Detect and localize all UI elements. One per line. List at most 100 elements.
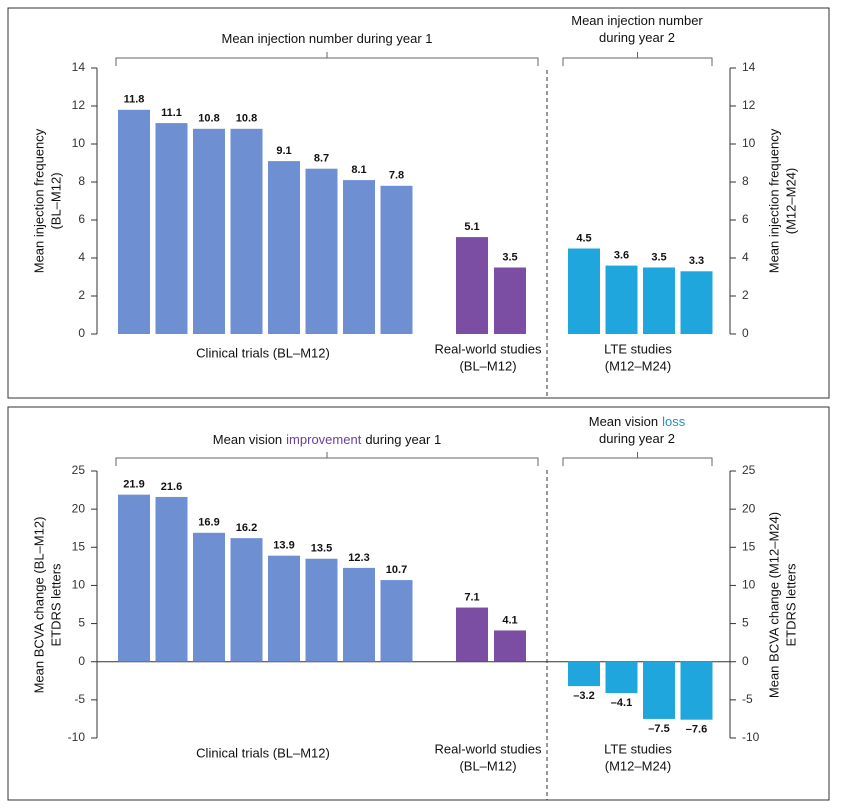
value-label: 3.5 — [651, 251, 666, 263]
value-label: 3.6 — [614, 250, 629, 262]
value-label: 8.7 — [314, 153, 329, 165]
y-axis-title: ETDRS letters — [48, 563, 63, 647]
y2-tick-label: 10 — [742, 578, 756, 592]
value-label: 7.1 — [464, 591, 479, 603]
bar — [494, 630, 526, 662]
value-label: 7.8 — [389, 170, 404, 182]
bar — [568, 661, 600, 687]
y2-tick-label: 20 — [742, 501, 756, 515]
y2-tick-label: 25 — [742, 463, 756, 477]
header-part: Mean vision — [213, 432, 282, 447]
y2-axis-title: (M12–M24) — [783, 168, 798, 234]
bar — [605, 661, 638, 693]
y2-tick-label: 0 — [742, 654, 749, 668]
value-label: 21.9 — [123, 479, 144, 491]
y2-tick-label: 12 — [742, 98, 756, 112]
bar — [118, 109, 150, 334]
value-label: 9.1 — [276, 145, 291, 157]
bar — [456, 607, 488, 662]
value-label: 3.5 — [502, 251, 517, 263]
header: Mean injection number during year 1 — [221, 31, 432, 46]
y2-axis-title: Mean BCVA change (M12–M24) — [766, 512, 781, 698]
y-tick-label: -10 — [68, 730, 86, 744]
y-axis-title: Mean injection frequency — [31, 128, 46, 273]
y2-tick-label: 6 — [742, 212, 749, 226]
bar — [118, 494, 150, 662]
bar — [680, 661, 713, 720]
y-tick-label: 14 — [72, 60, 86, 74]
group-label: (BL–M12) — [459, 758, 516, 773]
bar — [380, 185, 413, 334]
bracket — [562, 452, 713, 466]
bar — [305, 168, 338, 334]
value-label: 3.3 — [689, 255, 704, 267]
bar — [155, 123, 188, 334]
bar — [680, 271, 713, 334]
y2-tick-label: 10 — [742, 136, 756, 150]
y-tick-label: 6 — [78, 212, 85, 226]
bar — [643, 267, 675, 334]
y-axis-title: (BL–M12) — [48, 172, 63, 229]
value-label: 16.2 — [236, 522, 257, 534]
y-tick-label: 25 — [72, 463, 86, 477]
y2-tick-label: 15 — [742, 539, 756, 553]
value-label: 13.9 — [273, 540, 294, 552]
group-label: LTE studies — [604, 741, 672, 756]
bracket — [115, 52, 539, 66]
y2-tick-label: 8 — [742, 174, 749, 188]
value-label: 13.5 — [311, 543, 332, 555]
value-label: 11.8 — [124, 94, 145, 106]
value-label: 10.8 — [236, 113, 257, 125]
bar — [494, 267, 526, 334]
y-axis-title: Mean BCVA change (BL–M12) — [31, 517, 46, 694]
group-label: Real-world studies — [435, 741, 542, 756]
y-tick-label: 0 — [78, 326, 85, 340]
panel-frame — [7, 406, 830, 801]
bar — [643, 661, 675, 719]
bar — [568, 248, 600, 334]
y-tick-label: 4 — [78, 250, 85, 264]
header-part: Mean injection number — [571, 13, 703, 28]
bar — [343, 567, 375, 662]
bar — [155, 496, 188, 662]
value-label: 21.6 — [161, 481, 182, 493]
bar — [268, 555, 300, 662]
group-label: (M12–M24) — [605, 758, 671, 773]
header-part: during year 1 — [365, 432, 441, 447]
y2-tick-label: 2 — [742, 288, 749, 302]
bar — [305, 558, 338, 662]
bar — [456, 237, 488, 334]
value-label: 11.1 — [161, 107, 182, 119]
value-label: 10.7 — [386, 564, 407, 576]
y2-axis-title: ETDRS letters — [783, 563, 798, 647]
value-label: –4.1 — [611, 697, 632, 709]
value-label: 4.1 — [502, 614, 517, 626]
value-label: 10.8 — [198, 113, 219, 125]
bracket — [562, 52, 713, 66]
bar — [380, 580, 413, 662]
bar — [193, 532, 225, 662]
value-label: –3.2 — [573, 690, 594, 702]
header: during year 2 — [599, 431, 675, 446]
bar — [605, 265, 638, 334]
y2-tick-label: -5 — [742, 692, 753, 706]
y2-tick-label: 14 — [742, 60, 756, 74]
header: Mean injection number — [571, 13, 703, 28]
group-label: (M12–M24) — [605, 358, 671, 373]
panel-frame — [7, 7, 830, 399]
bar — [193, 128, 225, 334]
value-label: 4.5 — [576, 232, 591, 244]
group-label: Clinical trials (BL–M12) — [196, 345, 330, 360]
y-tick-label: 8 — [78, 174, 85, 188]
y-tick-label: 10 — [72, 136, 86, 150]
value-label: 5.1 — [464, 221, 479, 233]
group-label: Clinical trials (BL–M12) — [196, 745, 330, 760]
header-part: during year 2 — [599, 30, 675, 45]
y-tick-label: 0 — [78, 654, 85, 668]
value-label: –7.5 — [648, 723, 669, 735]
bar — [343, 180, 375, 334]
header-part: during year 2 — [599, 431, 675, 446]
y-tick-label: 20 — [72, 501, 86, 515]
